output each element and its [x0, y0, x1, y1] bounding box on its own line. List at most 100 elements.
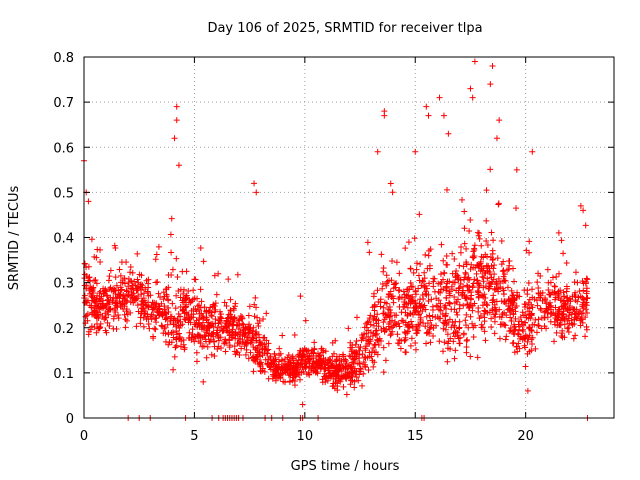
data-point: [378, 251, 385, 258]
data-point: [417, 260, 424, 267]
data-point: [302, 360, 309, 367]
data-point: [369, 332, 376, 339]
data-point: [576, 288, 583, 295]
data-point: [112, 302, 119, 309]
data-point: [412, 308, 419, 315]
data-point: [339, 351, 346, 358]
data-point: [208, 351, 215, 358]
data-point: [418, 282, 425, 289]
data-point: [168, 271, 175, 278]
data-point: [451, 306, 458, 313]
data-point: [104, 296, 111, 303]
data-point: [133, 323, 140, 330]
data-point: [208, 320, 215, 327]
data-point: [471, 242, 478, 249]
data-point: [552, 304, 559, 311]
data-point: [423, 313, 430, 320]
data-point: [162, 286, 169, 293]
data-point: [188, 298, 195, 305]
data-point: [247, 349, 254, 356]
data-point: [352, 350, 359, 357]
data-point: [123, 299, 130, 306]
data-point: [314, 364, 321, 371]
data-point: [298, 356, 305, 363]
data-point: [446, 300, 453, 307]
data-point: [476, 315, 483, 322]
data-point: [380, 344, 387, 351]
data-point: [389, 257, 396, 264]
data-point: [105, 277, 112, 284]
data-point: [396, 303, 403, 310]
data-point: [462, 269, 469, 276]
data-point: [211, 272, 218, 279]
data-point: [480, 274, 487, 281]
data-point: [265, 346, 272, 353]
data-point: [223, 327, 230, 334]
data-point: [500, 258, 507, 265]
x-axis-label: GPS time / hours: [291, 459, 400, 474]
data-point: [407, 265, 414, 272]
y-tick-label: 0.4: [53, 232, 74, 247]
data-point: [349, 347, 356, 354]
data-point: [163, 293, 170, 300]
data-point: [524, 338, 531, 345]
data-point: [255, 342, 262, 349]
data-point: [526, 238, 533, 245]
data-point: [561, 334, 568, 341]
data-point: [156, 311, 163, 318]
data-point: [436, 315, 443, 322]
data-point: [267, 355, 274, 362]
data-point: [424, 320, 431, 327]
data-point: [266, 363, 273, 370]
data-point: [168, 249, 175, 256]
data-point: [442, 312, 449, 319]
data-point: [475, 294, 482, 301]
data-point: [360, 370, 367, 377]
data-point: [151, 299, 158, 306]
data-point: [271, 351, 278, 358]
data-point: [198, 298, 205, 305]
data-point: [558, 332, 565, 339]
data-point: [398, 317, 405, 324]
data-point: [138, 291, 145, 298]
data-point: [121, 311, 128, 318]
data-point: [572, 332, 579, 339]
data-point: [174, 274, 181, 281]
data-point: [89, 311, 96, 318]
data-point: [197, 244, 204, 251]
data-point: [351, 384, 358, 391]
data-point: [362, 363, 369, 370]
data-point: [565, 324, 572, 331]
data-point: [265, 340, 272, 347]
data-point: [149, 306, 156, 313]
data-point: [457, 249, 464, 256]
data-point: [111, 242, 118, 249]
data-point: [519, 326, 526, 333]
data-point: [557, 287, 564, 294]
data-point: [547, 299, 554, 306]
data-point: [512, 315, 519, 322]
data-point: [162, 330, 169, 337]
data-point: [253, 331, 260, 338]
data-point: [201, 304, 208, 311]
data-point: [488, 274, 495, 281]
data-point: [566, 312, 573, 319]
data-point: [416, 322, 423, 329]
data-point: [256, 348, 263, 355]
data-point: [338, 357, 345, 364]
data-point: [172, 344, 179, 351]
data-point: [138, 298, 145, 305]
data-point: [578, 310, 585, 317]
data-point: [467, 216, 474, 223]
data-point: [189, 326, 196, 333]
data-point: [481, 314, 488, 321]
data-point: [375, 341, 382, 348]
data-point: [301, 363, 308, 370]
data-point: [490, 237, 497, 244]
data-point: [463, 349, 470, 356]
data-point: [561, 293, 568, 300]
data-point: [366, 349, 373, 356]
data-point: [440, 257, 447, 264]
data-point: [232, 335, 239, 342]
data-point: [555, 307, 562, 314]
